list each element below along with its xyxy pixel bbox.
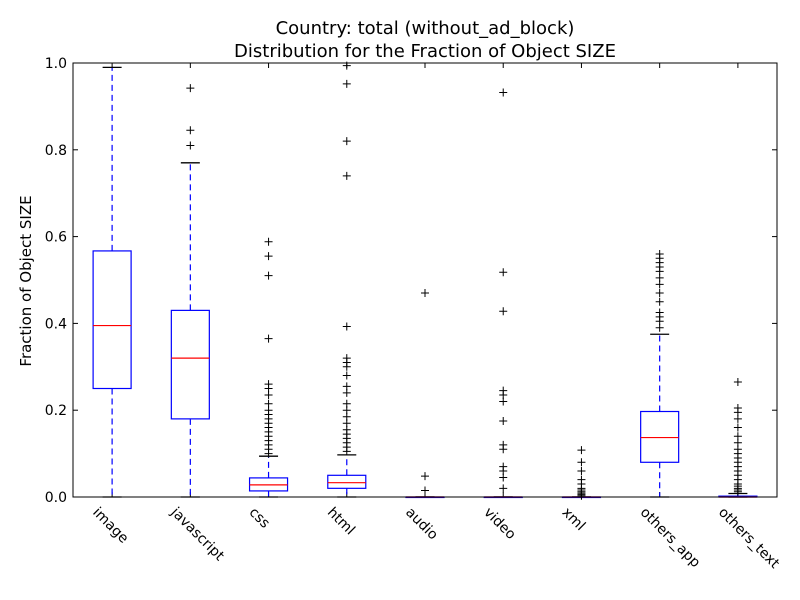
flier-point [733,423,742,432]
x-tick-label: html [324,505,358,539]
y-tick-label: 0.0 [45,490,67,506]
flier-point [577,475,586,484]
box [640,410,680,463]
box [327,474,367,489]
flier-point [186,84,195,93]
y-tick-label: 0.4 [45,316,67,332]
flier-point [186,126,195,135]
y-tick-label: 0.8 [45,143,67,159]
x-tick-label: others_text [715,505,783,573]
flier-point [342,399,351,408]
plot-frame [72,62,778,498]
flier-point [499,462,508,471]
box [92,250,132,390]
y-tick-label: 1.0 [45,56,67,72]
flier-point [655,249,664,258]
flier-point [186,141,195,150]
flier-point [342,137,351,146]
flier-point [577,458,586,467]
flier-point [264,271,273,280]
y-tick-label: 0.2 [45,403,67,419]
x-tick-label: video [480,505,518,543]
flier-point [342,354,351,363]
x-tick-label: xml [559,505,589,535]
flier-point [421,289,429,298]
chart-subtitle: Distribution for the Fraction of Object … [234,41,616,62]
x-tick-label: image [89,505,131,547]
flier-point [342,79,351,88]
x-tick-label: others_app [637,505,704,572]
flier-point [342,382,351,391]
x-tick-label: audio [402,505,441,544]
flier-point [342,171,351,180]
flier-point [342,322,351,331]
flier-point [577,446,586,455]
flier-point [264,237,273,246]
plot-area: 0.0 0.2 0.4 0.6 0.8 1.0 image javascript css html… [45,56,783,572]
flier-point [499,484,508,493]
flier-point [733,377,742,386]
flier-point [499,440,508,449]
flier-point [264,334,273,343]
flier-point [499,386,508,395]
flier-point [499,417,508,426]
flier-point [499,307,508,316]
y-axis-label: Fraction of Object SIZE [17,195,35,366]
flier-point [577,466,586,475]
chart-title: Country: total (without_ad_block) [276,18,575,39]
flier-point [655,308,664,317]
flier-point [421,486,429,495]
flier-point [499,88,508,97]
flier-point [655,289,664,298]
flier-point [733,432,742,441]
flier-point [264,399,273,408]
flier-point [342,371,351,380]
x-tick-label: javascript [167,504,228,565]
box [170,309,210,420]
flier-point [499,268,508,277]
flier-point [264,380,273,389]
flier-point [655,297,664,306]
x-tick-label: css [246,505,273,532]
flier-point [421,472,429,481]
flier-point [733,404,742,413]
flier-point [264,252,273,261]
y-tick-label: 0.6 [45,230,67,246]
